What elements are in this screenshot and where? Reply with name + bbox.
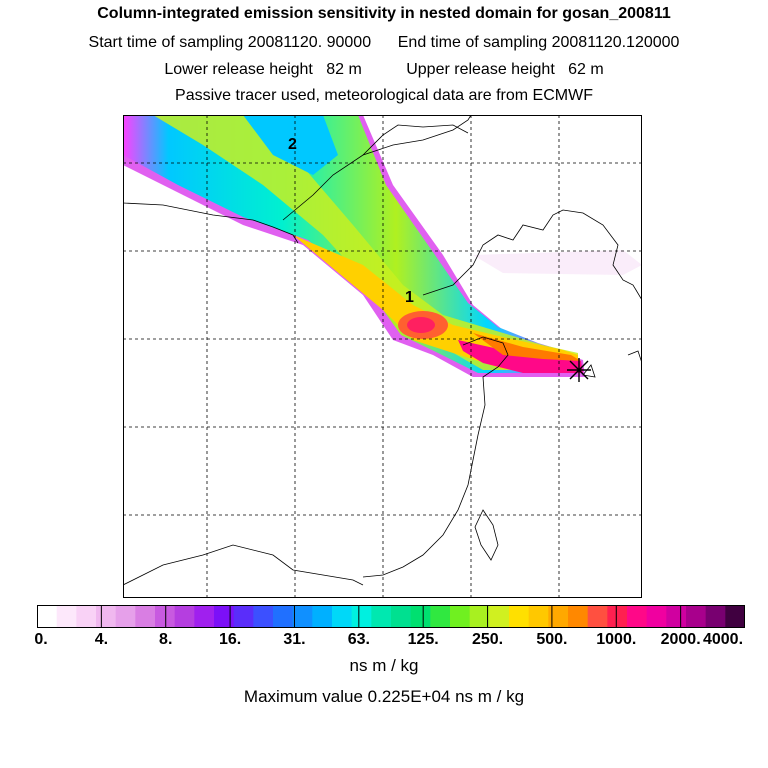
colorbar-swatch [155, 605, 176, 628]
sampling-times: Start time of sampling 20081120. 90000 E… [88, 34, 680, 51]
tracer-info: Passive tracer used, meteorological data… [175, 87, 593, 104]
colorbar-swatch [253, 605, 274, 628]
colorbar-tick-label: 1000. [596, 631, 637, 648]
colorbar-tick-label: 2000. [660, 631, 701, 648]
coastlines [123, 115, 642, 586]
colorbar-swatch [666, 605, 687, 628]
colorbar-swatch [391, 605, 412, 628]
colorbar-swatch [646, 605, 667, 628]
colorbar-swatch [371, 605, 392, 628]
colorbar-swatch [214, 605, 235, 628]
colorbar-tick-label: 63. [347, 631, 370, 648]
colorbar-swatch [292, 605, 313, 628]
lat-lon-grid [123, 115, 642, 598]
colorbar-swatch [450, 605, 471, 628]
colorbar-tick-label: 8. [159, 631, 173, 648]
haze-patches [473, 250, 642, 275]
colorbar-swatch [76, 605, 97, 628]
colorbar-swatch [489, 605, 510, 628]
emission-sensitivity-map: 1 2 [123, 115, 642, 598]
colorbar-swatch [96, 605, 117, 628]
colorbar-tick-label: 4000. [702, 631, 744, 648]
colorbar-swatch [430, 605, 451, 628]
colorbar-tick-label: 500. [536, 631, 568, 648]
colorbar-tick-label: 0. [34, 631, 48, 648]
colorbar-tick-label: 4. [94, 631, 109, 648]
colorbar-swatch [273, 605, 294, 628]
colorbar-swatch [509, 605, 530, 628]
colorbar-swatch [587, 605, 608, 628]
colorbar-tick-label: 125. [407, 631, 439, 648]
units-label: ns m / kg [349, 656, 419, 675]
colorbar-swatch [56, 605, 77, 628]
plume [123, 115, 585, 377]
colorbar-tick-label: 16. [218, 631, 242, 648]
colorbar-swatch [686, 605, 707, 628]
colorbar-swatch [627, 605, 648, 628]
colorbar-swatch [174, 605, 195, 628]
colorbar-swatch [548, 605, 569, 628]
colorbar-swatch [725, 605, 745, 628]
colorbar-swatch [528, 605, 549, 628]
max-value-label: Maximum value 0.225E+04 ns m / kg [243, 687, 525, 706]
colorbar-swatch [568, 605, 589, 628]
colorbar-frame [37, 605, 745, 628]
colorbar-tick-label: 31. [283, 631, 306, 648]
colorbar-swatch [194, 605, 215, 628]
receptor-star-icon [567, 358, 591, 382]
release-heights: Lower release height 82 m Upper release … [164, 61, 604, 78]
colorbar-swatch [332, 605, 353, 628]
colorbar-swatch [410, 605, 431, 628]
cluster-label-2: 2 [288, 136, 297, 153]
colorbar [37, 605, 745, 628]
colorbar-swatch [607, 605, 628, 628]
cluster-label-1: 1 [405, 289, 414, 306]
colorbar-tick-label: 250. [471, 631, 504, 648]
colorbar-swatch [115, 605, 136, 628]
colorbar-swatch [705, 605, 726, 628]
colorbar-swatch [351, 605, 372, 628]
title: Column-integrated emission sensitivity i… [97, 5, 671, 22]
colorbar-swatch [37, 605, 58, 628]
colorbar-swatch [312, 605, 333, 628]
colorbar-swatch [233, 605, 254, 628]
colorbar-swatch [469, 605, 490, 628]
map-frame [123, 115, 642, 598]
colorbar-swatch [135, 605, 156, 628]
